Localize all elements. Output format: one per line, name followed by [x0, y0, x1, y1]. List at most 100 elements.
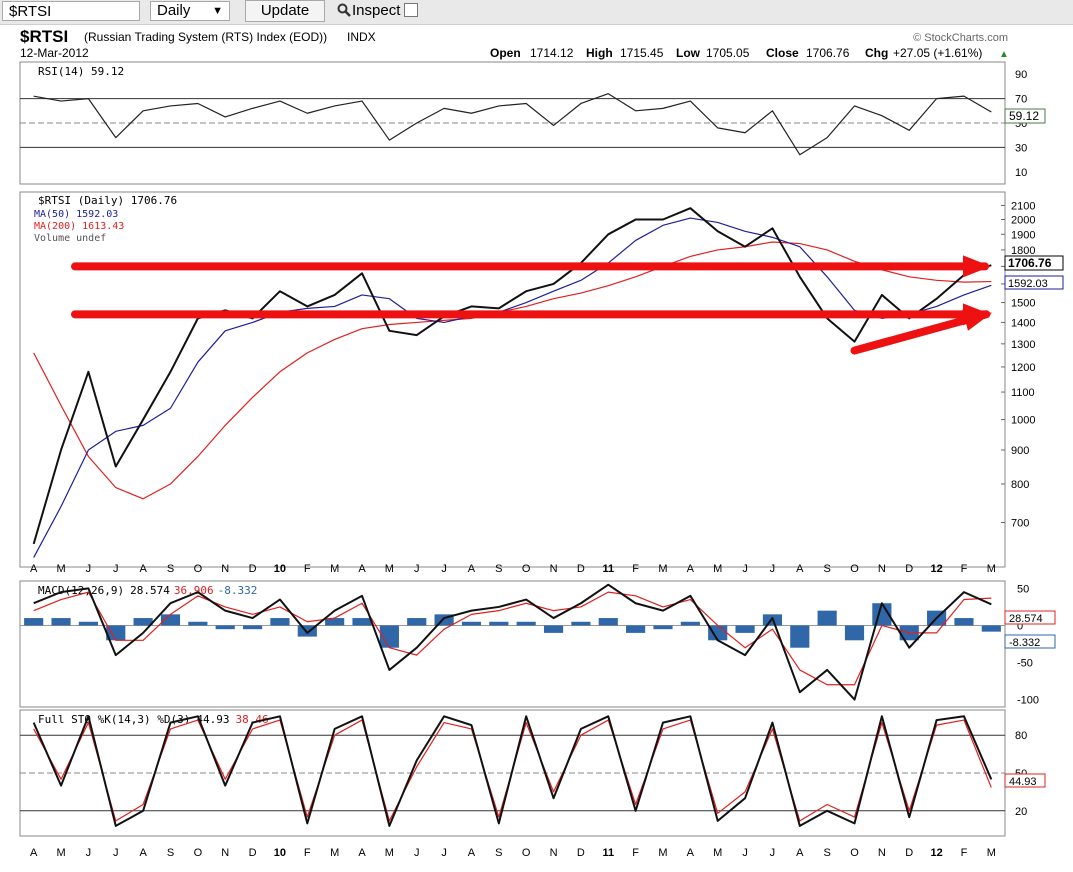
month-axis-bottom-tick: J — [441, 847, 447, 859]
macd-hist-bar — [680, 621, 700, 626]
macd-value: 28.574 — [130, 584, 170, 597]
month-axis-bottom-tick: J — [770, 847, 776, 859]
macd-hist-bar — [434, 614, 454, 626]
hist-last-label: -8.332 — [1009, 637, 1040, 649]
price-y-tick: 1100 — [1011, 387, 1035, 399]
month-axis-top-tick: D — [249, 563, 257, 575]
month-axis-bottom-tick: M — [658, 847, 667, 859]
sto-last-tag: 44.93 — [1004, 773, 1046, 788]
macd-hist-bar — [24, 618, 44, 626]
month-axis-bottom-tick: O — [522, 847, 531, 859]
rsi-y-tick: 70 — [1015, 94, 1027, 106]
month-axis-top-tick: A — [687, 563, 695, 575]
macd-last-tag: 28.574 -8.332 — [1004, 610, 1056, 649]
annotation-arrow-0 — [71, 255, 991, 278]
price-y-tick: 1300 — [1011, 339, 1035, 351]
month-axis-bottom-tick: M — [330, 847, 339, 859]
rsi-last-label: 59.12 — [1009, 109, 1039, 123]
month-axis-bottom-tick: F — [961, 847, 968, 859]
chart-symbol: $RTSI — [20, 27, 68, 46]
inspect-toggle[interactable]: Inspect — [337, 1, 419, 21]
month-axis-top-tick: 10 — [274, 563, 286, 575]
month-axis-top-tick: A — [358, 563, 366, 575]
month-axis-bottom-tick: A — [358, 847, 366, 859]
toolbar: Daily ▼ Update Inspect — [0, 0, 1073, 25]
month-axis-top-tick: J — [414, 563, 420, 575]
close-value: 1706.76 — [806, 46, 850, 60]
period-value: Daily — [157, 2, 191, 19]
month-axis-top-tick: A — [139, 563, 147, 575]
chart-date: 12-Mar-2012 — [20, 46, 89, 60]
price-y-tick: 1500 — [1011, 298, 1035, 310]
macd-hist-bar — [653, 625, 673, 630]
ma50-last-tag: 1592.03 — [1004, 275, 1064, 290]
sto-y-tick: 20 — [1015, 806, 1027, 818]
month-axis-top-tick: F — [304, 563, 311, 575]
price-y-tick: 2000 — [1011, 215, 1035, 227]
month-axis-top-tick: S — [495, 563, 502, 575]
month-axis-top-tick: A — [796, 563, 804, 575]
macd-hist-bar — [215, 625, 235, 630]
month-axis-bottom-tick: M — [987, 847, 996, 859]
month-axis-top-tick: J — [441, 563, 447, 575]
month-axis-bottom-tick: M — [385, 847, 394, 859]
macd-hist-bar — [160, 614, 181, 626]
ma50-line — [33, 217, 992, 558]
chart-exchange: INDX — [347, 30, 376, 44]
macd-y-tick: 0 — [1017, 620, 1023, 632]
price-legend-1: MA(50) 1592.03 — [34, 209, 118, 220]
macd-hist-bar — [598, 618, 618, 626]
month-axis-top-tick: S — [823, 563, 830, 575]
month-axis-top-tick: D — [577, 563, 585, 575]
macd-hist-bar — [133, 618, 153, 626]
macd-hist-bar — [297, 625, 317, 637]
month-axis-bottom-tick: J — [742, 847, 748, 859]
month-axis-top-tick: N — [550, 563, 558, 575]
annotation-arrow-1 — [71, 303, 991, 326]
k-value: 44.93 — [196, 713, 229, 726]
chg-value: +27.05 (+1.61%) — [893, 46, 982, 60]
panel-frame-1 — [19, 191, 1006, 568]
low-value: 1705.05 — [706, 46, 750, 60]
macd-hist-bar — [352, 618, 372, 626]
ma50-last-label: 1592.03 — [1008, 278, 1048, 290]
month-axis-top-tick: A — [468, 563, 476, 575]
macd-y-tick: 50 — [1017, 583, 1029, 595]
up-arrow-icon: ▲ — [999, 49, 1009, 60]
price-legend-2: MA(200) 1613.43 — [34, 221, 124, 232]
open-label: Open — [490, 46, 521, 60]
month-axis-top-tick: 12 — [930, 563, 942, 575]
low-label: Low — [676, 46, 701, 60]
update-button[interactable]: Update — [245, 0, 325, 22]
price-y-tick: 2100 — [1011, 200, 1035, 212]
macd-hist-bar — [543, 625, 564, 633]
stock-chart: $RTSI (Russian Trading System (RTS) Inde… — [19, 27, 1064, 859]
arrow-shaft — [850, 310, 991, 355]
close-label: Close — [766, 46, 799, 60]
period-select[interactable]: Daily ▼ — [150, 1, 230, 21]
month-axis-top-tick: O — [850, 563, 859, 575]
chart-marks: A M J J A S O N D 10 F M A M J J A S O N D 11 F M A M J J A S O N D 12 F MA… — [20, 69, 1039, 859]
macd-hist-bar — [379, 625, 399, 648]
price-y-tick: 800 — [1011, 479, 1029, 491]
month-axis-bottom-tick: F — [632, 847, 639, 859]
signal-value: 36.906 — [174, 584, 214, 597]
inspect-checkbox[interactable] — [404, 3, 419, 17]
price-line — [32, 207, 992, 545]
dropdown-arrow-icon: ▼ — [212, 5, 223, 17]
month-axis-bottom-tick: O — [194, 847, 203, 859]
macd-hist-bar — [516, 621, 536, 626]
month-axis-top-tick: J — [742, 563, 748, 575]
price-y-tick: 1800 — [1011, 245, 1035, 257]
ohlc-readout: Open 1714.12 High 1715.45 Low 1705.05 Cl… — [490, 46, 1009, 60]
month-axis-top-tick: M — [385, 563, 394, 575]
macd-hist-bar — [817, 610, 837, 626]
month-axis-bottom-tick: A — [139, 847, 147, 859]
sto-y-tick: 80 — [1015, 730, 1027, 742]
month-axis-top-tick: M — [56, 563, 65, 575]
month-axis-top-tick: F — [632, 563, 639, 575]
symbol-input[interactable] — [2, 1, 140, 21]
macd-hist-bar — [954, 618, 974, 626]
macd-hist-bar — [270, 618, 290, 626]
price-y-tick: 1200 — [1011, 362, 1035, 374]
